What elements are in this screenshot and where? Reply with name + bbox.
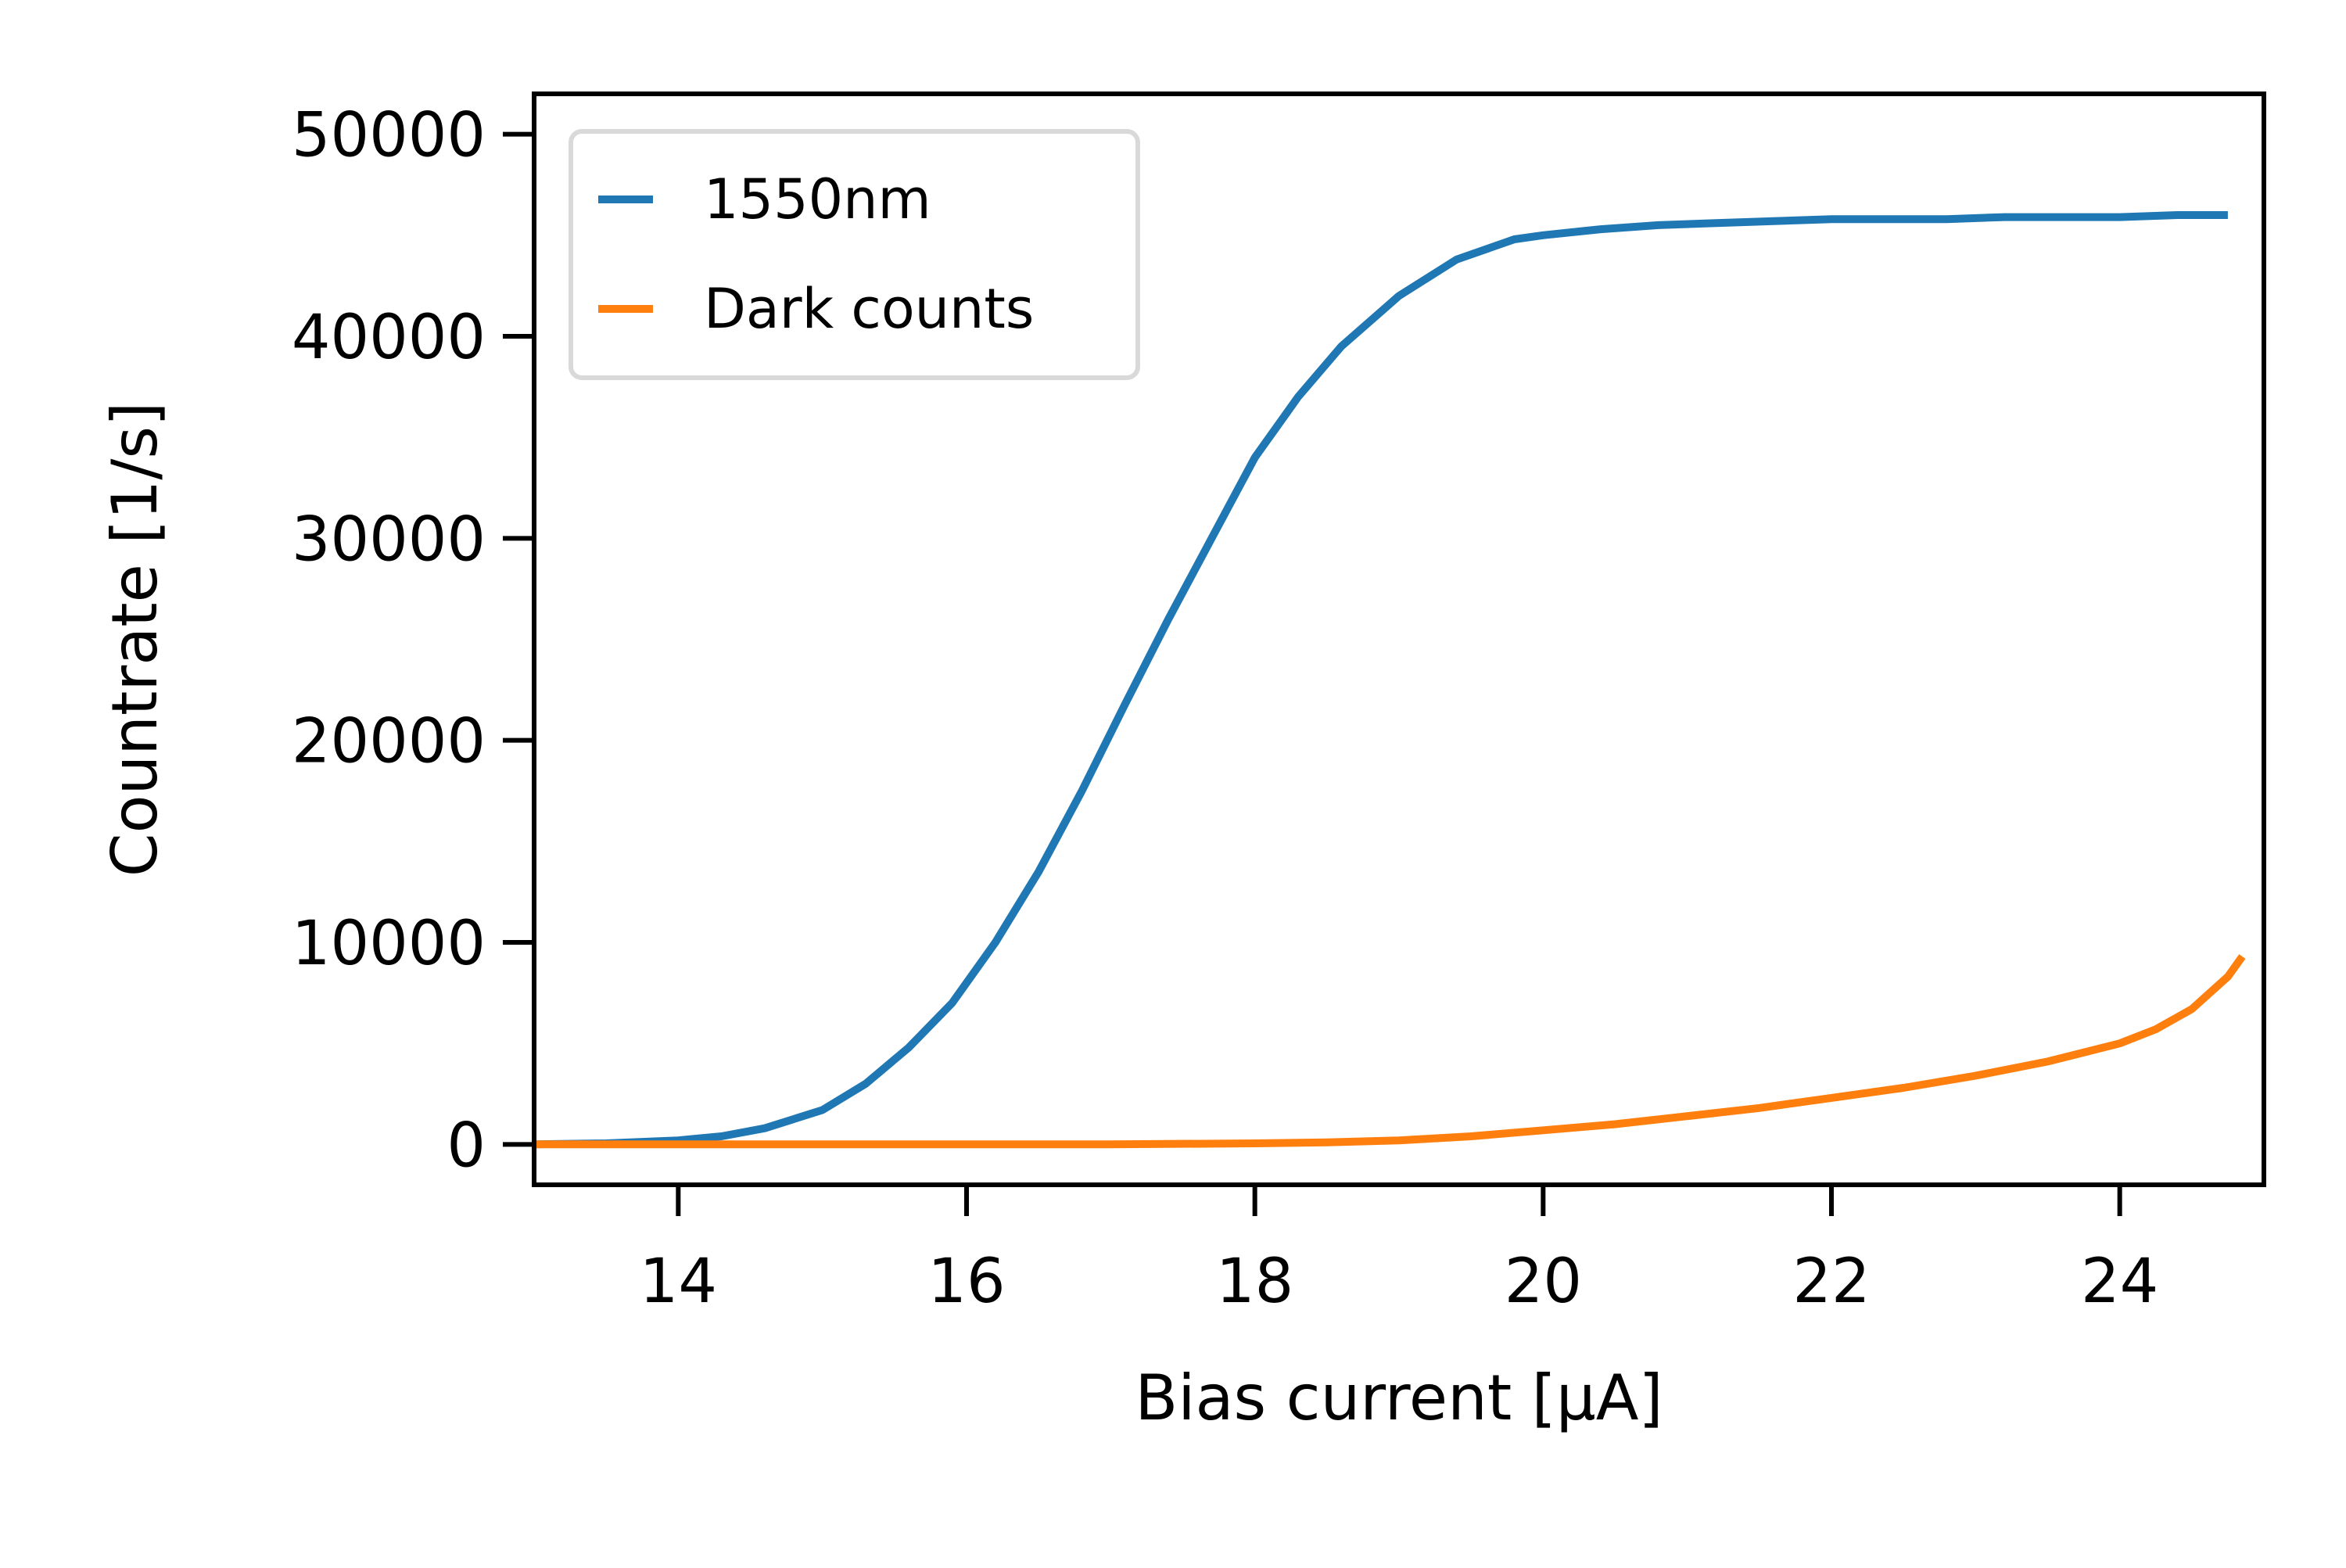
series-line-dark-counts (534, 954, 2246, 1149)
series-line-1550nm (533, 211, 2228, 1149)
legend-label-dark-counts: Dark counts (704, 277, 1034, 341)
y-tick-label: 50000 (292, 101, 486, 171)
y-axis: 0 10000 20000 30000 40000 50000 (292, 101, 534, 1181)
y-axis-label: Countrate [1/s] (99, 402, 171, 877)
legend-box (569, 129, 1140, 380)
y-tick-label: 30000 (292, 504, 486, 575)
x-tick-label: 16 (927, 1247, 1005, 1317)
x-tick-label: 18 (1216, 1247, 1293, 1317)
y-tick-label: 20000 (292, 707, 486, 777)
x-tick-label: 24 (2081, 1247, 2158, 1317)
y-tick-label: 0 (447, 1111, 486, 1181)
y-tick-label: 40000 (292, 303, 486, 373)
y-tick-label: 10000 (292, 909, 486, 979)
x-tick-label: 14 (640, 1247, 717, 1317)
legend: 1550nm Dark counts (569, 129, 1140, 380)
x-tick-label: 22 (1792, 1247, 1870, 1317)
x-axis-label: Bias current [µA] (1135, 1362, 1663, 1434)
x-tick-label: 20 (1505, 1247, 1582, 1317)
x-axis: 14 16 18 20 22 24 (640, 1185, 2158, 1317)
plot-area-frame (532, 91, 2266, 1187)
legend-label-1550nm: 1550nm (704, 167, 931, 231)
series-layer (533, 211, 2246, 1149)
